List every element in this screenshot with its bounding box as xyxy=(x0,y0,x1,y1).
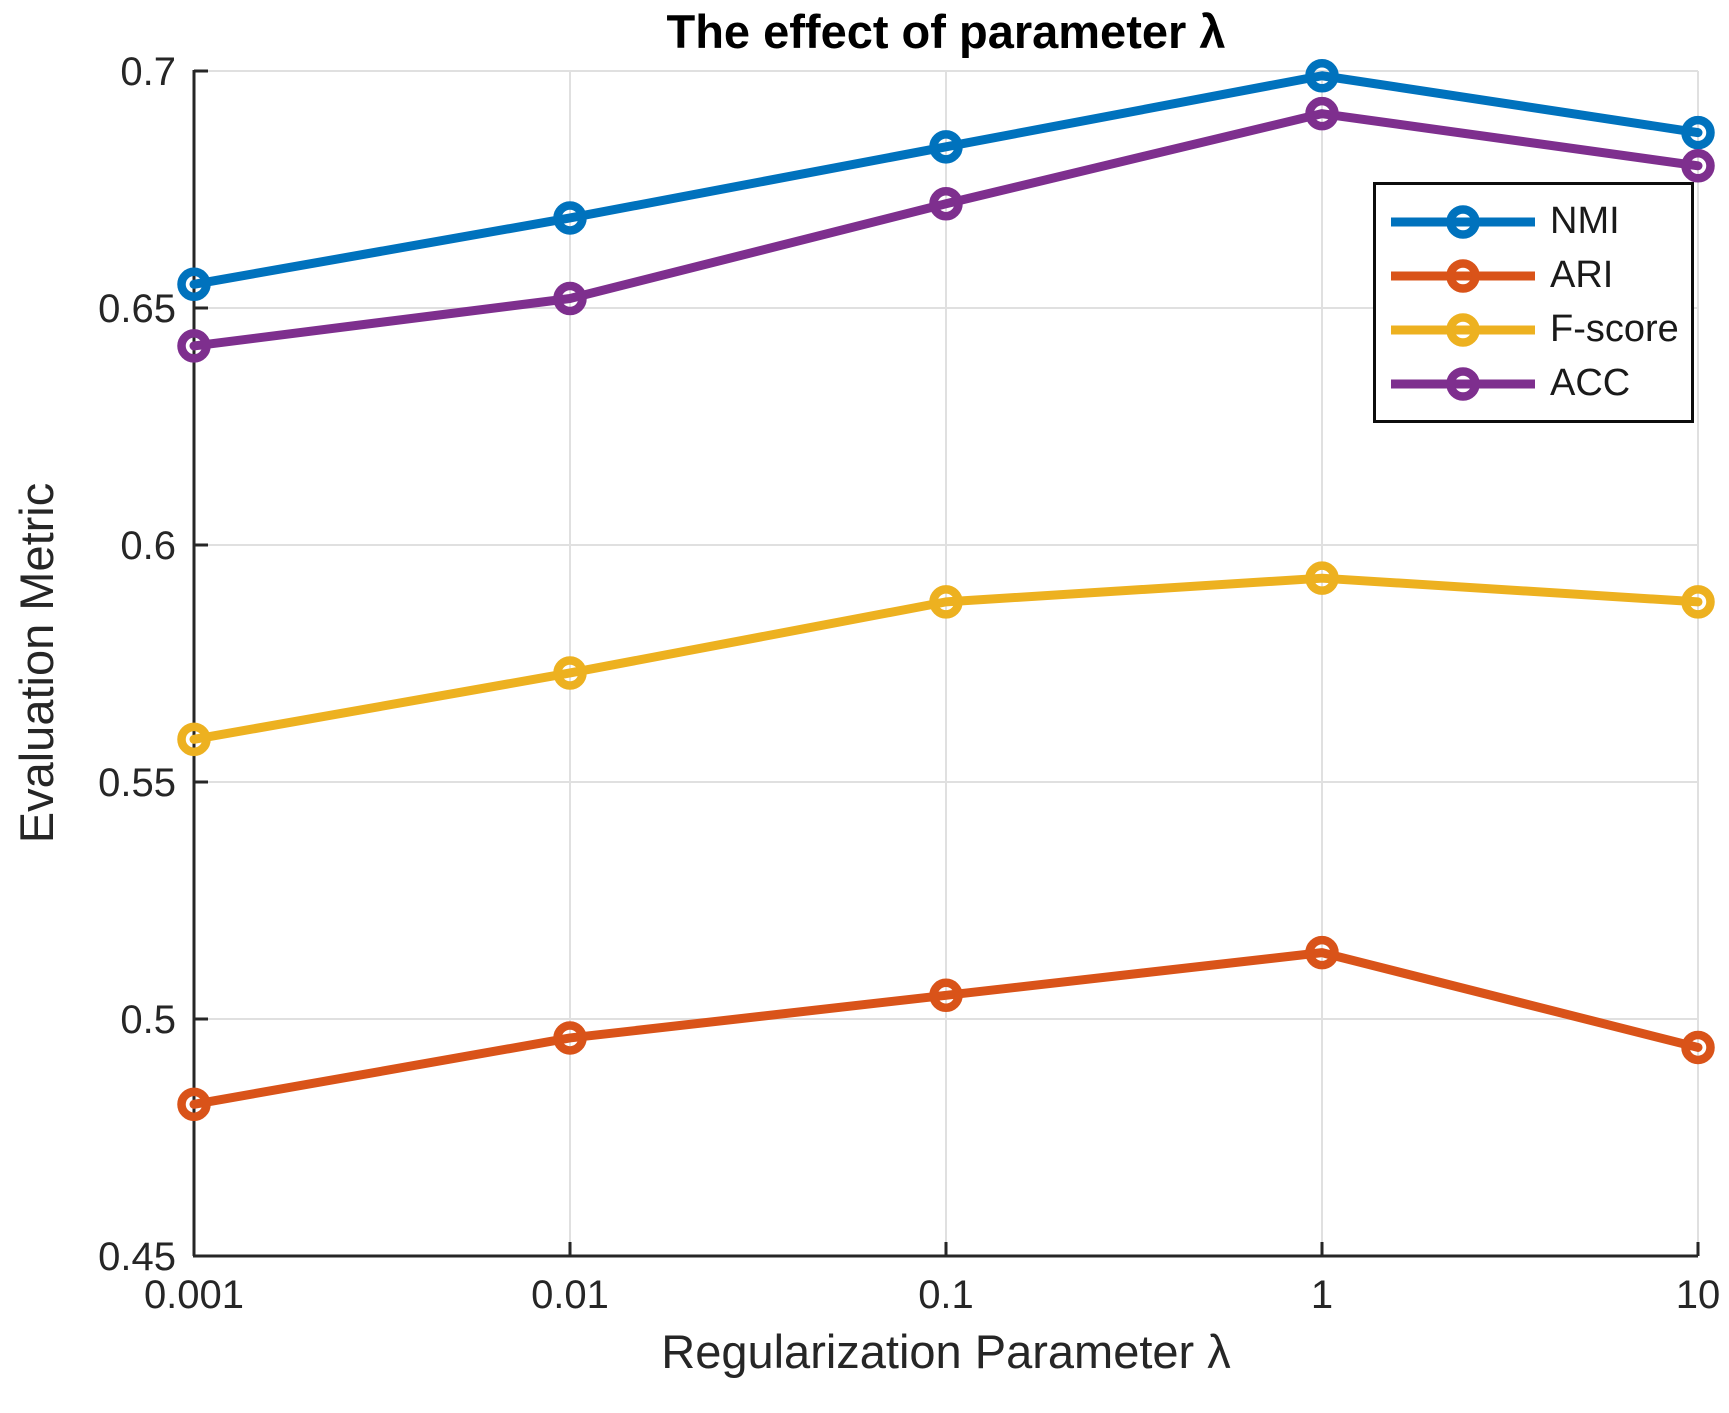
marker-f-score xyxy=(1681,585,1715,619)
chart-title: The effect of parameter λ xyxy=(666,5,1226,58)
marker-acc xyxy=(1305,96,1339,131)
series-line-nmi xyxy=(189,71,1703,289)
marker-acc xyxy=(177,329,211,363)
marker-nmi xyxy=(1681,115,1715,150)
marker-acc xyxy=(929,186,963,221)
legend-marker-icon xyxy=(1446,204,1480,239)
legend-label: ARI xyxy=(1550,254,1614,296)
legend: NMI ARI F-score ACC xyxy=(1373,182,1694,423)
x-axis-label: Regularization Parameter λ xyxy=(661,1325,1231,1378)
series-line-ari xyxy=(189,948,1703,1109)
legend-marker-icon xyxy=(1446,366,1480,401)
marker-nmi xyxy=(553,201,587,235)
x-tick-label: 0.01 xyxy=(531,1273,609,1317)
marker-f-score xyxy=(553,656,587,690)
series-line-acc xyxy=(189,109,1703,351)
y-tick-label: 0.7 xyxy=(120,50,176,94)
marker-nmi xyxy=(1305,58,1339,93)
marker-nmi xyxy=(177,267,211,302)
marker-f-score xyxy=(929,585,963,619)
y-tick-label: 0.65 xyxy=(98,287,176,331)
y-tick-label: 0.55 xyxy=(98,761,176,805)
legend-label: F-score xyxy=(1550,308,1679,350)
marker-ari xyxy=(1305,935,1339,970)
y-tick-label: 0.6 xyxy=(120,524,176,568)
marker-f-score xyxy=(1305,561,1339,595)
marker-ari xyxy=(929,978,963,1013)
legend-item-f-score: F-score xyxy=(1388,308,1685,351)
marker-nmi xyxy=(929,130,963,164)
y-tick-label: 0.45 xyxy=(98,1235,176,1279)
legend-line-sample xyxy=(1391,366,1535,401)
legend-marker-icon xyxy=(1446,258,1480,293)
legend-item-nmi: NMI xyxy=(1388,200,1685,243)
legend-line-sample xyxy=(1391,312,1535,347)
legend-item-acc: ACC xyxy=(1388,362,1685,405)
y-tick-label: 0.5 xyxy=(120,998,176,1042)
marker-acc xyxy=(553,281,587,316)
marker-acc xyxy=(1681,149,1715,183)
marker-ari xyxy=(553,1021,587,1055)
series-line-f-score xyxy=(189,573,1703,744)
x-tick-label: 0.1 xyxy=(918,1273,974,1317)
legend-line-sample xyxy=(1391,258,1535,293)
marker-ari xyxy=(177,1087,211,1122)
legend-line-sample xyxy=(1391,204,1535,239)
marker-f-score xyxy=(177,722,211,757)
legend-label: NMI xyxy=(1550,200,1620,242)
x-tick-label: 0.001 xyxy=(144,1273,244,1317)
legend-marker-icon xyxy=(1446,312,1480,347)
x-tick-label: 10 xyxy=(1676,1273,1721,1317)
legend-label: ACC xyxy=(1550,362,1631,404)
marker-ari xyxy=(1681,1030,1715,1065)
legend-item-ari: ARI xyxy=(1388,254,1685,297)
x-tick-label: 1 xyxy=(1311,1273,1333,1317)
